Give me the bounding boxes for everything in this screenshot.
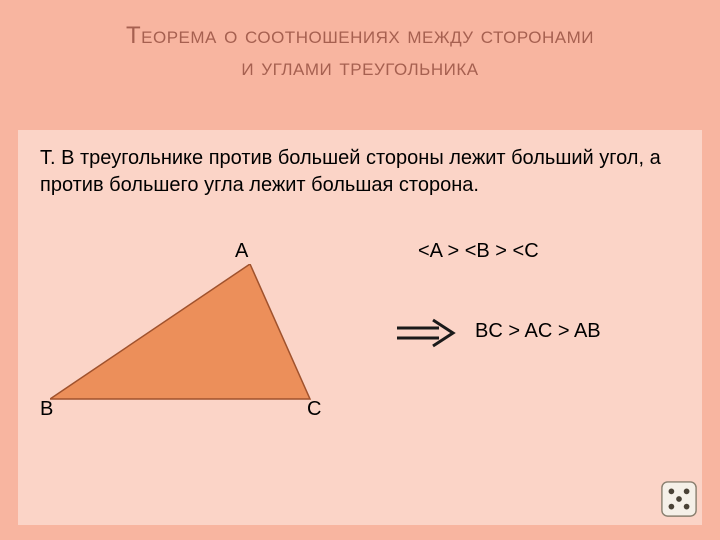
angle-inequality: <A > <B > <C xyxy=(418,240,539,263)
dice-icon[interactable] xyxy=(660,480,698,518)
slide-title: Теорема о соотношениях между сторонами и… xyxy=(0,20,720,85)
title-line-2: и углами треугольника xyxy=(241,54,478,81)
triangle-polygon xyxy=(50,264,310,399)
vertex-label-a: А xyxy=(235,240,248,263)
theorem-text: Т. В треугольнике против большей стороны… xyxy=(40,145,680,199)
title-line-1: Теорема о соотношениях между сторонами xyxy=(126,22,594,49)
triangle-shape xyxy=(50,264,320,409)
side-inequality: BC > AC > AB xyxy=(475,320,601,343)
implication-arrow-icon xyxy=(395,318,459,348)
